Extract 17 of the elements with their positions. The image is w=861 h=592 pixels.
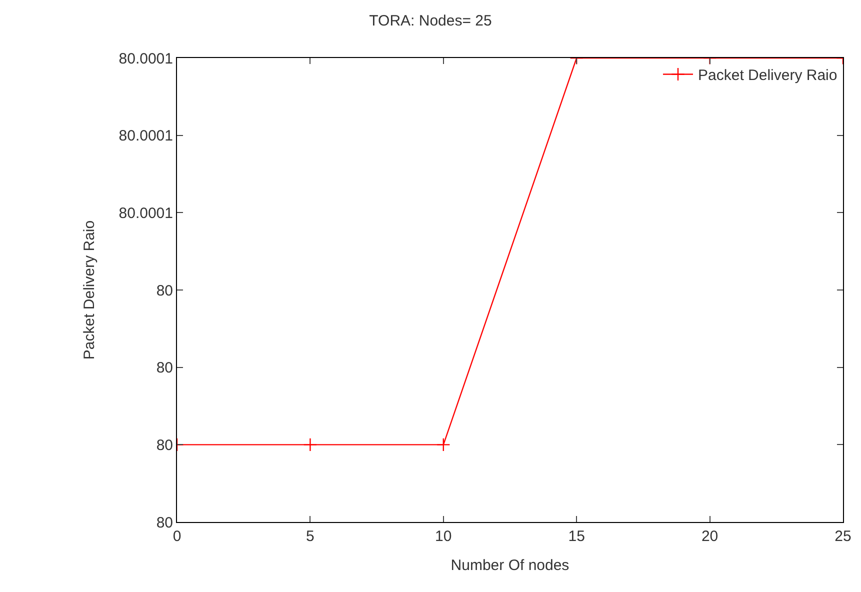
x-tick-label: 20 [701, 528, 718, 545]
x-axis-title: Number Of nodes [450, 557, 570, 574]
x-tick-label: 0 [172, 528, 182, 545]
x-tick-label: 5 [306, 528, 314, 545]
y-tick-label: 80.0001 [118, 204, 173, 222]
y-tick-label: 80 [156, 282, 173, 300]
x-tick-label: 15 [568, 528, 585, 545]
x-tick-label: 25 [834, 528, 852, 545]
y-tick-label: 80 [156, 436, 173, 454]
y-axis-title: Packet Delivery Raio [81, 220, 98, 360]
chart-title: TORA: Nodes= 25 [369, 12, 492, 30]
y-tick-label: 80 [156, 514, 173, 532]
y-tick-label: 80.0001 [118, 128, 173, 145]
y-tick-label: 80 [156, 360, 173, 377]
legend-label: Packet Delivery Raio [698, 67, 838, 84]
y-tick-label: 80.0001 [118, 50, 173, 68]
x-tick-label: 10 [435, 528, 452, 545]
